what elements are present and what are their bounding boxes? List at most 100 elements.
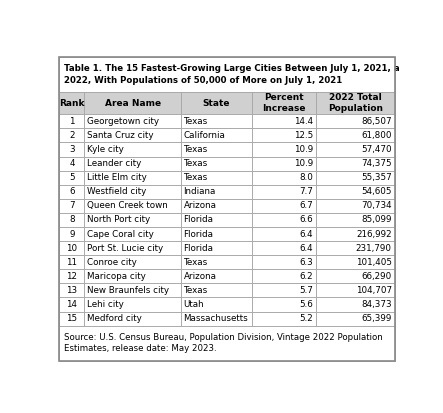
Text: 104,707: 104,707 (356, 286, 392, 295)
Bar (85, 171, 181, 185)
Text: Utah: Utah (183, 300, 204, 309)
Bar (181, 255, 252, 269)
Bar (59, 171, 85, 185)
Bar (252, 297, 316, 311)
Text: Conroe city: Conroe city (87, 258, 137, 267)
Text: Texas: Texas (183, 117, 208, 126)
Bar (59, 171, 85, 185)
Bar (85, 128, 181, 142)
Bar (181, 199, 252, 213)
Bar (181, 199, 252, 213)
Bar (252, 185, 316, 199)
Text: 7.7: 7.7 (299, 187, 313, 196)
Bar (59, 57, 395, 93)
Bar (181, 157, 252, 171)
Text: Kyle city: Kyle city (87, 145, 124, 154)
Text: Florida: Florida (183, 230, 214, 239)
Text: Westfield city: Westfield city (87, 187, 147, 196)
Bar (252, 157, 316, 171)
Text: 6.2: 6.2 (300, 272, 313, 281)
Bar (85, 199, 181, 213)
Text: Lehi city: Lehi city (87, 300, 124, 309)
Text: 10: 10 (66, 244, 78, 253)
Bar (59, 93, 85, 114)
Bar (181, 311, 252, 325)
Bar (59, 93, 85, 114)
Bar (59, 311, 85, 325)
Text: California: California (183, 131, 225, 140)
Bar (85, 311, 181, 325)
Text: Rank: Rank (59, 99, 85, 108)
Bar (59, 157, 85, 171)
Bar (59, 227, 85, 241)
Bar (85, 185, 181, 199)
Bar (316, 283, 395, 297)
Bar (181, 213, 252, 227)
Bar (252, 142, 316, 157)
Text: Little Elm city: Little Elm city (87, 173, 147, 182)
Text: 61,800: 61,800 (361, 131, 392, 140)
Text: Percent
Increase: Percent Increase (262, 93, 306, 114)
Text: 6.4: 6.4 (300, 230, 313, 239)
Text: 6.4: 6.4 (300, 244, 313, 253)
Bar (316, 128, 395, 142)
Bar (316, 171, 395, 185)
Text: 6.7: 6.7 (299, 202, 313, 210)
Bar (59, 114, 85, 128)
Bar (252, 311, 316, 325)
Bar (181, 157, 252, 171)
Bar (85, 283, 181, 297)
Bar (85, 93, 181, 114)
Bar (85, 142, 181, 157)
Bar (59, 142, 85, 157)
Text: 101,405: 101,405 (356, 258, 392, 267)
Bar (252, 199, 316, 213)
Text: 5.7: 5.7 (299, 286, 313, 295)
Bar (316, 269, 395, 283)
Text: 5.6: 5.6 (299, 300, 313, 309)
Bar (59, 283, 85, 297)
Text: 14.4: 14.4 (294, 117, 313, 126)
Bar (252, 241, 316, 255)
Bar (85, 199, 181, 213)
Text: 14: 14 (66, 300, 78, 309)
Text: 86,507: 86,507 (361, 117, 392, 126)
Bar (316, 269, 395, 283)
Text: Santa Cruz city: Santa Cruz city (87, 131, 154, 140)
Text: 74,375: 74,375 (361, 159, 392, 168)
Bar (252, 93, 316, 114)
Bar (316, 213, 395, 227)
Bar (316, 241, 395, 255)
Text: New Braunfels city: New Braunfels city (87, 286, 169, 295)
Text: 2: 2 (69, 131, 75, 140)
Bar (181, 241, 252, 255)
Bar (85, 213, 181, 227)
Bar (59, 128, 85, 142)
Text: Port St. Lucie city: Port St. Lucie city (87, 244, 163, 253)
Bar (252, 269, 316, 283)
Bar (59, 325, 395, 361)
Bar (181, 142, 252, 157)
Text: 9: 9 (69, 230, 75, 239)
Text: Arizona: Arizona (183, 272, 217, 281)
Text: Texas: Texas (183, 258, 208, 267)
Bar (59, 255, 85, 269)
Text: Indiana: Indiana (183, 187, 216, 196)
Bar (252, 185, 316, 199)
Bar (252, 93, 316, 114)
Text: 216,992: 216,992 (356, 230, 392, 239)
Bar (85, 269, 181, 283)
Text: 7: 7 (69, 202, 75, 210)
Text: 12: 12 (66, 272, 78, 281)
Bar (181, 185, 252, 199)
Bar (316, 157, 395, 171)
Bar (316, 199, 395, 213)
Bar (252, 283, 316, 297)
Bar (181, 227, 252, 241)
Bar (59, 128, 85, 142)
Bar (316, 142, 395, 157)
Bar (316, 213, 395, 227)
Bar (85, 297, 181, 311)
Bar (252, 171, 316, 185)
Text: 70,734: 70,734 (361, 202, 392, 210)
